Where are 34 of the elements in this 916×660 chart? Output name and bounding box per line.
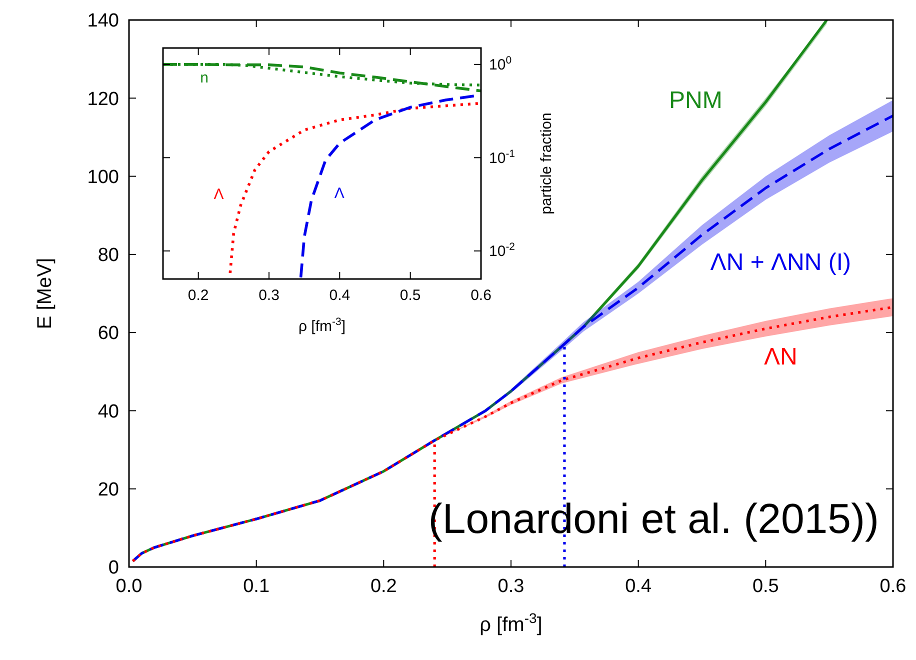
y-tick-label: 10$^{-2}$ (489, 241, 516, 260)
x-tick-label: 0.6 (470, 287, 492, 304)
y-axis-title: E [MeV] (34, 258, 56, 330)
x-tick-label: 0.5 (400, 287, 421, 304)
y-tick-label: 60 (98, 323, 119, 344)
y-tick-label: 20 (98, 480, 119, 501)
x-tick-label: 0.5 (752, 576, 779, 597)
x-tick-label: 0.6 (880, 576, 906, 597)
y-tick-label: 10$^{0}$ (489, 54, 512, 74)
series-label: Λ (334, 185, 344, 202)
y-tick-label: 40 (98, 401, 119, 422)
x-tick-label: 0.4 (625, 576, 652, 597)
series-label: ΛN (764, 344, 798, 371)
x-tick-label: 0.4 (329, 287, 350, 304)
series-label: PNM (668, 87, 722, 114)
y-tick-label: 80 (98, 245, 119, 266)
series-label: Λ (214, 186, 224, 204)
x-tick-label: 0.0 (116, 576, 142, 597)
series-label: n (200, 69, 209, 86)
x-tick-label: 0.3 (498, 576, 524, 597)
x-tick-label: 0.3 (258, 287, 280, 304)
y-axis-title: particle fraction (538, 112, 555, 214)
x-axis-title: ρ [fm$^{-3}$] (480, 610, 542, 636)
y-tick-label: 0 (108, 558, 119, 579)
x-tick-label: 0.2 (370, 576, 397, 597)
y-tick-label: 100 (87, 166, 119, 188)
series-label: ΛN + ΛNN (I) (710, 249, 852, 276)
annotation: (Lonardoni et al. (2015)) (428, 495, 879, 542)
y-tick-label: 10$^{-1}$ (489, 148, 516, 167)
x-tick-label: 0.1 (243, 576, 270, 597)
x-axis-title: ρ [fm$^{-3}$] (298, 316, 346, 335)
x-tick-label: 0.2 (188, 287, 209, 304)
y-tick-label: 140 (87, 10, 119, 32)
y-tick-label: 120 (87, 88, 119, 110)
